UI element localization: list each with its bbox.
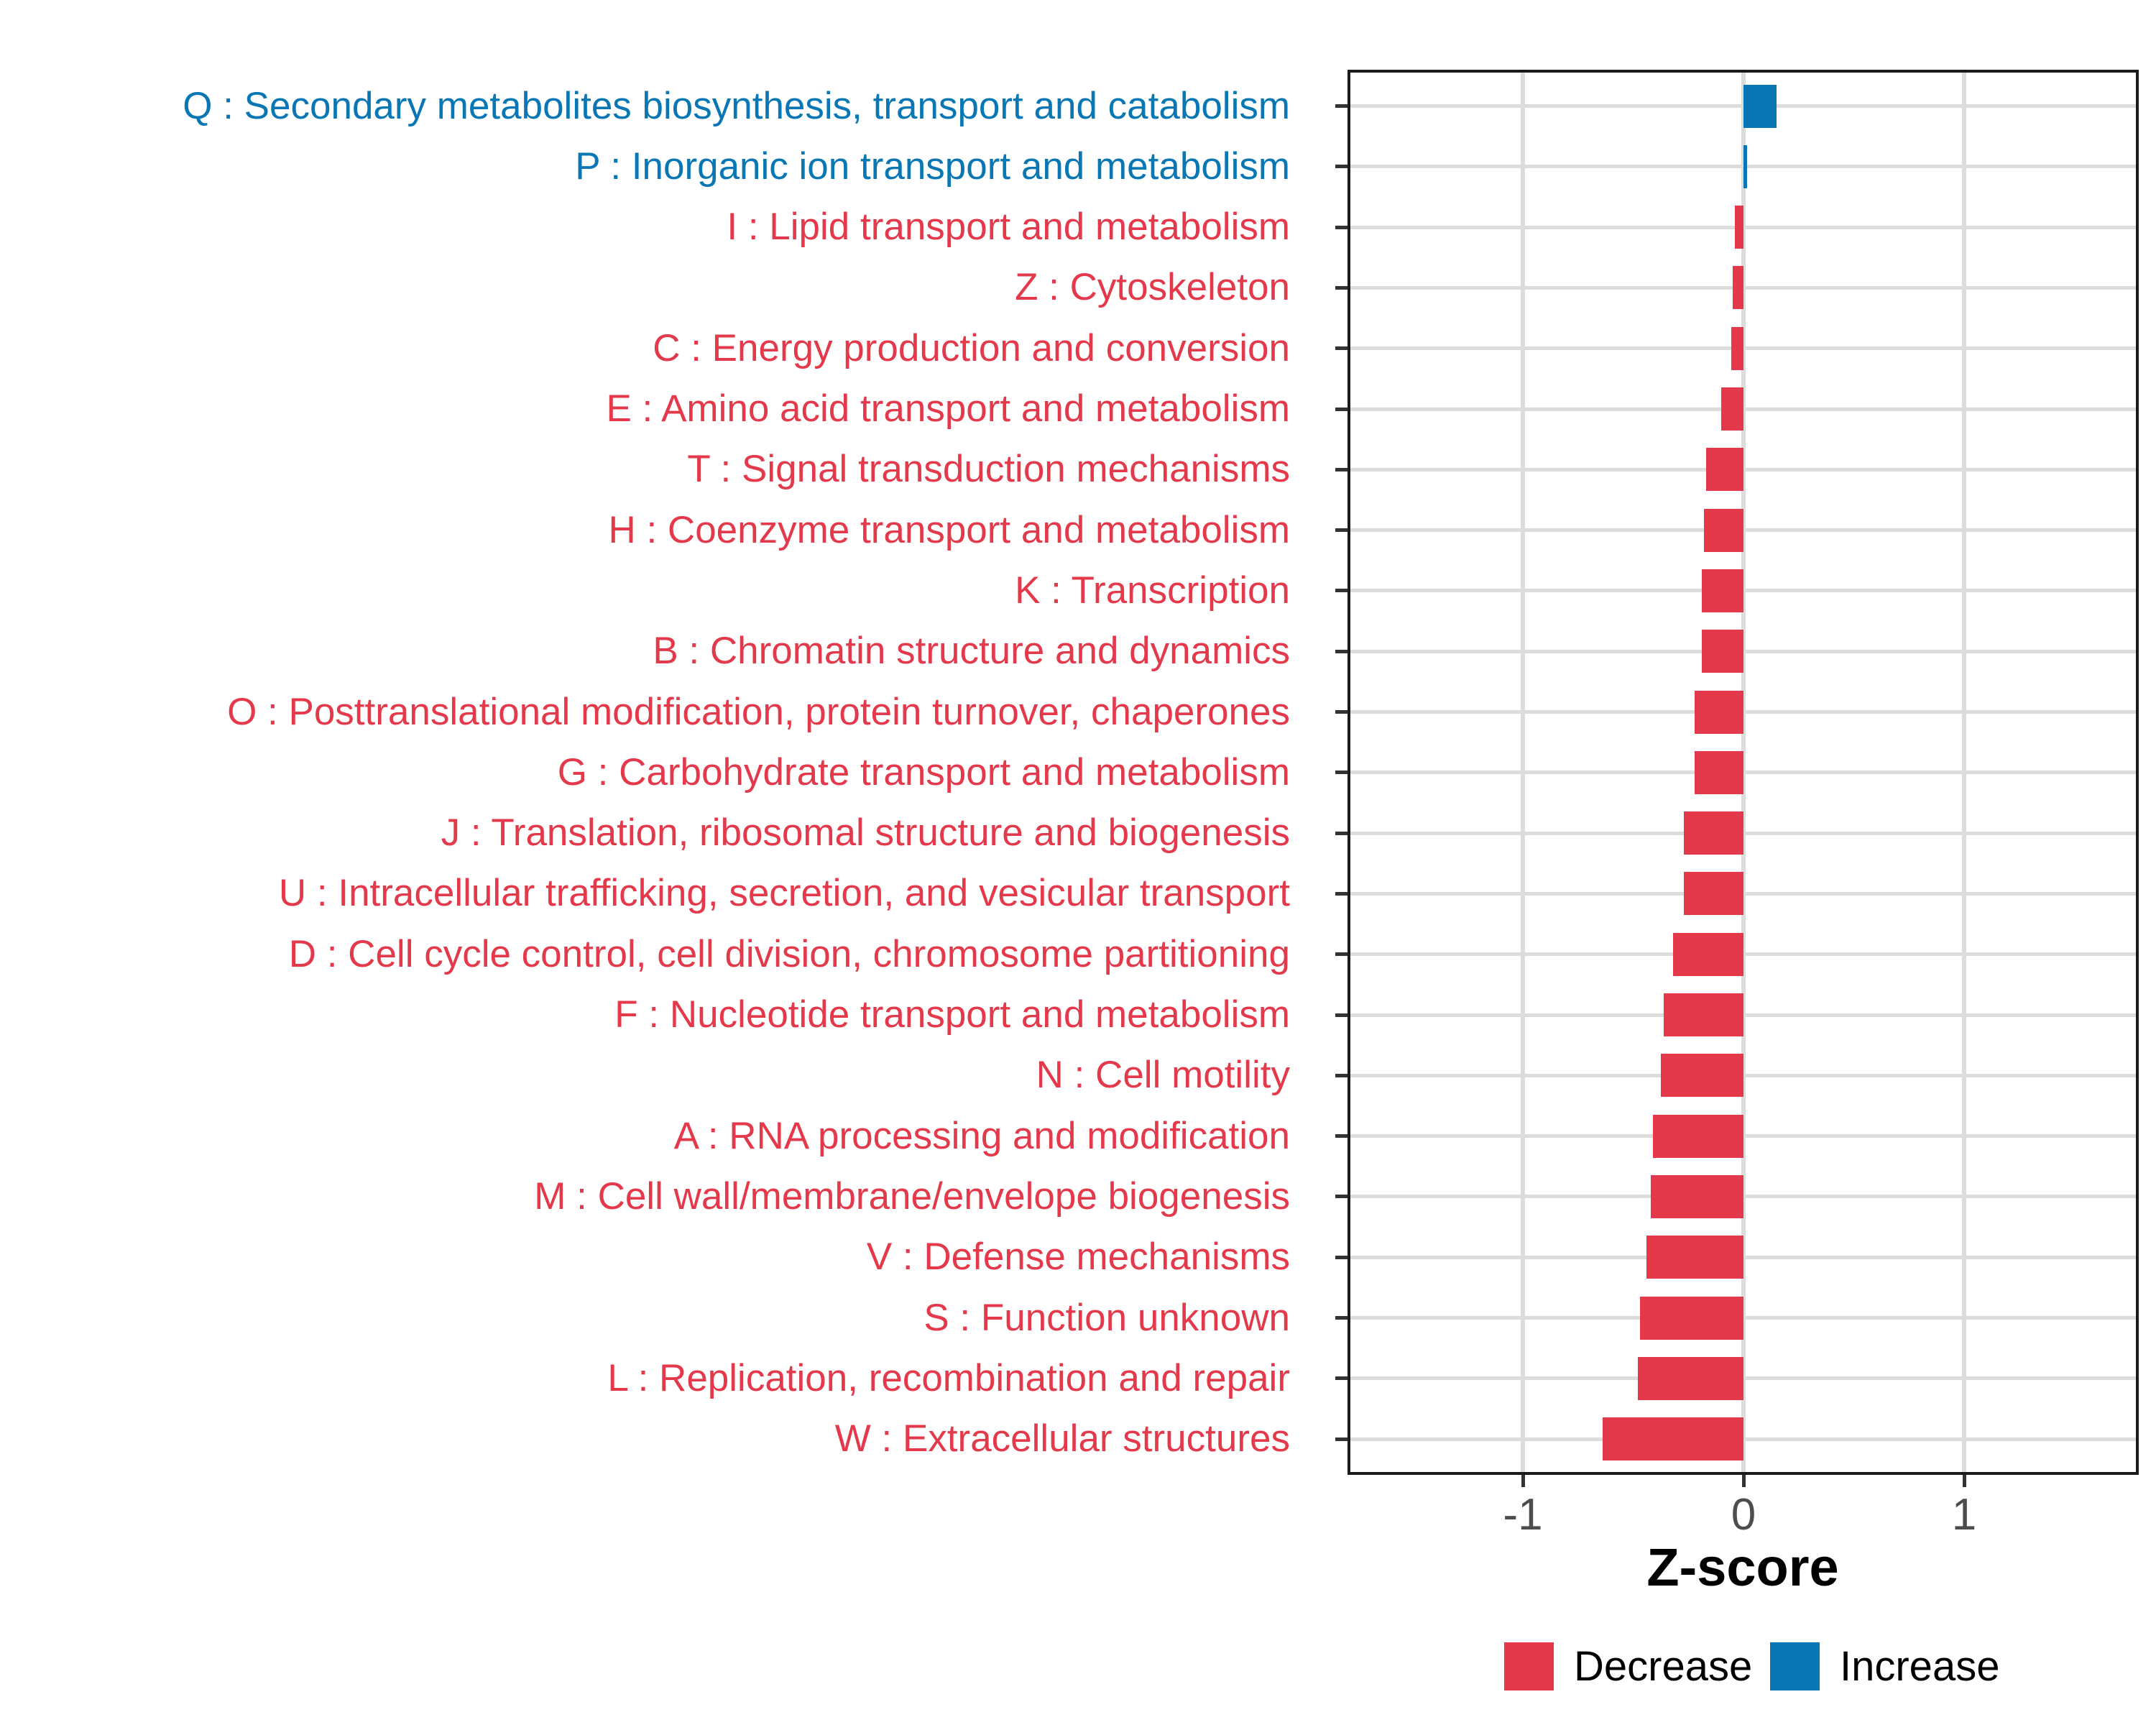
y-tick-mark	[1335, 1073, 1348, 1077]
bar-G	[1695, 750, 1743, 794]
y-tick-mark	[1335, 528, 1348, 533]
x-tick-mark	[1963, 1475, 1966, 1487]
bar-D	[1672, 932, 1743, 976]
y-tick-mark	[1335, 467, 1348, 472]
y-axis-label-U: U : Intracellular trafficking, secretion…	[278, 872, 1290, 915]
x-tick-mark	[1742, 1475, 1746, 1487]
y-tick-mark	[1335, 407, 1348, 411]
y-gridline	[1350, 104, 2136, 108]
bar-P	[1743, 144, 1747, 188]
y-axis-label-C: C : Energy production and conversion	[653, 326, 1290, 369]
x-tick-label: 1	[1951, 1490, 1977, 1540]
y-axis-label-S: S : Function unknown	[923, 1296, 1290, 1339]
y-axis-label-V: V : Defense mechanisms	[866, 1236, 1290, 1279]
legend-key-decrease	[1504, 1642, 1554, 1690]
bar-T	[1705, 448, 1743, 492]
y-tick-mark	[1335, 225, 1348, 229]
y-axis-label-G: G : Carbohydrate transport and metabolis…	[557, 750, 1290, 794]
y-axis-label-Z: Z : Cytoskeleton	[1015, 266, 1290, 309]
y-axis-label-F: F : Nucleotide transport and metabolism	[614, 993, 1290, 1036]
bar-I	[1734, 206, 1743, 249]
y-axis-label-P: P : Inorganic ion transport and metaboli…	[575, 144, 1290, 188]
bar-V	[1646, 1236, 1743, 1279]
x-tick-label: -1	[1503, 1490, 1543, 1540]
x-axis-title: Z-score	[1646, 1537, 1839, 1597]
y-tick-mark	[1335, 770, 1348, 775]
y-tick-mark	[1335, 1013, 1348, 1017]
y-axis-label-D: D : Cell cycle control, cell division, c…	[288, 932, 1290, 975]
y-axis-label-H: H : Coenzyme transport and metabolism	[608, 508, 1290, 551]
bar-H	[1703, 508, 1743, 552]
y-tick-mark	[1335, 831, 1348, 835]
plot-panel	[1348, 70, 2139, 1475]
y-tick-mark	[1335, 952, 1348, 957]
y-axis-label-N: N : Cell motility	[1036, 1054, 1290, 1097]
y-axis-label-A: A : RNA processing and modification	[673, 1114, 1290, 1157]
y-tick-mark	[1335, 104, 1348, 108]
y-tick-mark	[1335, 1316, 1348, 1320]
bar-N	[1660, 1054, 1743, 1098]
bar-M	[1651, 1174, 1743, 1218]
y-tick-mark	[1335, 649, 1348, 653]
y-tick-mark	[1335, 891, 1348, 896]
y-tick-mark	[1335, 346, 1348, 351]
bar-E	[1721, 387, 1743, 431]
bar-Q	[1743, 84, 1777, 128]
bar-O	[1695, 690, 1743, 734]
y-axis-label-B: B : Chromatin structure and dynamics	[653, 630, 1290, 673]
legend-label-decrease: Decrease	[1574, 1643, 1753, 1690]
x-tick-label: 0	[1731, 1490, 1756, 1540]
y-axis-label-T: T : Signal transduction mechanisms	[687, 448, 1290, 491]
y-tick-mark	[1335, 1195, 1348, 1199]
y-tick-mark	[1335, 1255, 1348, 1259]
y-tick-mark	[1335, 710, 1348, 714]
bar-Z	[1732, 266, 1743, 310]
y-tick-mark	[1335, 1376, 1348, 1381]
bar-F	[1664, 993, 1743, 1036]
bar-K	[1701, 569, 1743, 612]
y-tick-mark	[1335, 285, 1348, 290]
bar-C	[1731, 326, 1743, 370]
y-axis-label-Q: Q : Secondary metabolites biosynthesis, …	[183, 84, 1290, 127]
x-tick-mark	[1521, 1475, 1525, 1487]
y-axis-label-L: L : Replication, recombination and repai…	[607, 1356, 1290, 1399]
y-tick-mark	[1335, 1134, 1348, 1138]
y-tick-mark	[1335, 589, 1348, 593]
bar-B	[1701, 630, 1743, 673]
bar-S	[1639, 1296, 1743, 1340]
bar-A	[1653, 1114, 1743, 1158]
y-axis-label-O: O : Posttranslational modification, prot…	[227, 690, 1290, 733]
legend-label-increase: Increase	[1840, 1643, 2000, 1690]
y-axis-label-K: K : Transcription	[1015, 569, 1290, 612]
y-tick-mark	[1335, 165, 1348, 169]
bar-U	[1684, 872, 1743, 916]
bar-W	[1602, 1417, 1743, 1461]
y-axis-label-I: I : Lipid transport and metabolism	[727, 206, 1290, 249]
legend-key-increase	[1770, 1642, 1820, 1690]
y-axis-label-J: J : Translation, ribosomal structure and…	[441, 811, 1290, 855]
y-axis-label-M: M : Cell wall/membrane/envelope biogenes…	[534, 1174, 1290, 1218]
y-tick-mark	[1335, 1437, 1348, 1441]
bar-J	[1684, 811, 1743, 855]
bar-L	[1637, 1356, 1743, 1400]
y-axis-label-W: W : Extracellular structures	[834, 1417, 1290, 1460]
y-axis-label-E: E : Amino acid transport and metabolism	[606, 387, 1290, 430]
y-gridline	[1350, 165, 2136, 169]
